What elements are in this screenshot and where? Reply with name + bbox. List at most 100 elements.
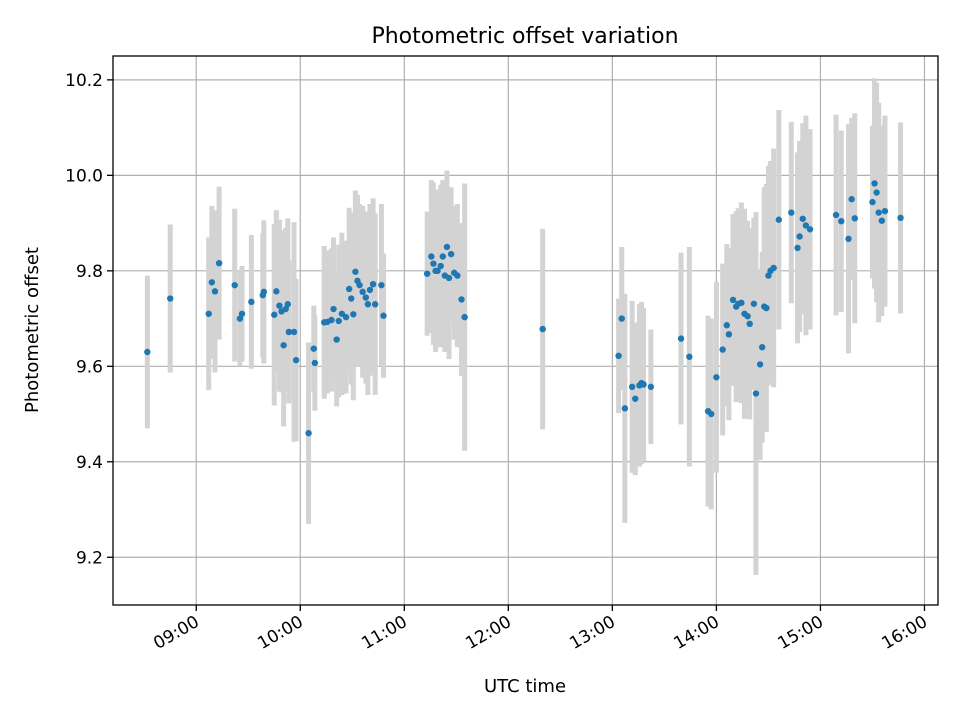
data-point	[458, 296, 465, 303]
data-point	[838, 217, 845, 225]
data-point	[364, 301, 372, 308]
data-point	[310, 345, 317, 352]
data-point	[794, 244, 801, 252]
data-point	[348, 295, 355, 302]
x-axis-label: UTC time	[484, 676, 566, 697]
data-point	[434, 267, 441, 275]
data-point	[167, 295, 174, 302]
data-point	[311, 359, 319, 367]
data-point	[802, 222, 810, 229]
data-point	[756, 361, 764, 368]
data-point	[744, 312, 751, 320]
data-point	[282, 305, 289, 313]
data-point	[447, 250, 455, 258]
data-point	[845, 235, 852, 243]
data-point	[897, 214, 904, 222]
data-point	[273, 288, 280, 295]
data-point	[615, 352, 622, 360]
data-point	[729, 296, 737, 304]
data-point	[677, 335, 685, 342]
data-point	[770, 264, 777, 272]
data-point	[621, 405, 629, 412]
data-point	[231, 281, 238, 289]
data-point	[796, 233, 803, 240]
data-point	[423, 270, 431, 277]
data-point	[211, 288, 219, 295]
data-point	[371, 301, 379, 308]
data-point	[869, 198, 876, 206]
data-point	[333, 336, 340, 343]
data-point	[640, 381, 647, 388]
data-point	[618, 315, 625, 322]
plot-frame	[112, 55, 939, 606]
y-tick-label: 10.0	[65, 166, 103, 186]
y-tick-label: 9.6	[76, 357, 103, 377]
data-point	[215, 259, 223, 267]
data-point	[366, 286, 374, 294]
data-point	[848, 196, 855, 203]
data-point	[305, 429, 312, 437]
data-point	[205, 310, 212, 317]
data-point	[369, 280, 377, 288]
data-point	[428, 253, 435, 260]
data-point	[248, 298, 255, 306]
data-point	[454, 272, 461, 279]
chart-title: Photometric offset variation	[371, 24, 678, 49]
data-point	[445, 274, 453, 282]
data-point	[746, 320, 753, 328]
data-point	[356, 281, 363, 289]
data-point	[284, 301, 291, 308]
data-point	[758, 344, 766, 351]
data-point	[750, 300, 758, 307]
data-point	[292, 356, 300, 364]
data-point	[752, 390, 760, 397]
data-point	[439, 253, 446, 260]
data-point	[208, 279, 216, 286]
data-point	[686, 353, 693, 360]
data-point	[285, 328, 293, 336]
data-point	[832, 211, 840, 219]
data-point	[238, 310, 246, 317]
data-point	[873, 189, 880, 196]
data-point	[290, 328, 298, 336]
data-point	[725, 331, 733, 338]
data-point	[765, 272, 772, 279]
data-point	[430, 260, 437, 267]
point-layer	[144, 180, 904, 437]
data-point	[276, 302, 283, 309]
data-point	[328, 316, 335, 324]
data-point	[271, 311, 278, 318]
y-tick-label: 9.2	[76, 548, 103, 568]
data-point	[647, 383, 655, 391]
data-point	[260, 288, 268, 296]
data-point	[738, 299, 745, 307]
data-point	[461, 313, 468, 321]
data-point	[378, 281, 385, 289]
data-point	[719, 346, 726, 353]
data-point	[881, 207, 889, 215]
data-point	[335, 317, 342, 325]
data-point	[330, 305, 337, 313]
data-point	[443, 243, 451, 251]
y-tick-label: 9.8	[76, 262, 103, 282]
data-point	[875, 209, 882, 216]
data-point	[350, 311, 357, 318]
y-tick-label: 10.2	[65, 71, 103, 91]
data-point	[539, 325, 546, 333]
y-tick-label: 9.4	[76, 453, 103, 473]
data-point	[708, 410, 715, 418]
data-point	[851, 215, 858, 222]
data-point	[878, 217, 886, 224]
data-point	[799, 215, 806, 222]
data-point	[362, 294, 370, 301]
data-point	[345, 285, 353, 293]
data-point	[763, 304, 770, 312]
grid-layer	[113, 56, 938, 605]
data-point	[359, 288, 366, 296]
data-point	[236, 315, 244, 322]
data-point	[713, 374, 720, 381]
data-point	[380, 312, 387, 319]
data-point	[806, 226, 814, 233]
